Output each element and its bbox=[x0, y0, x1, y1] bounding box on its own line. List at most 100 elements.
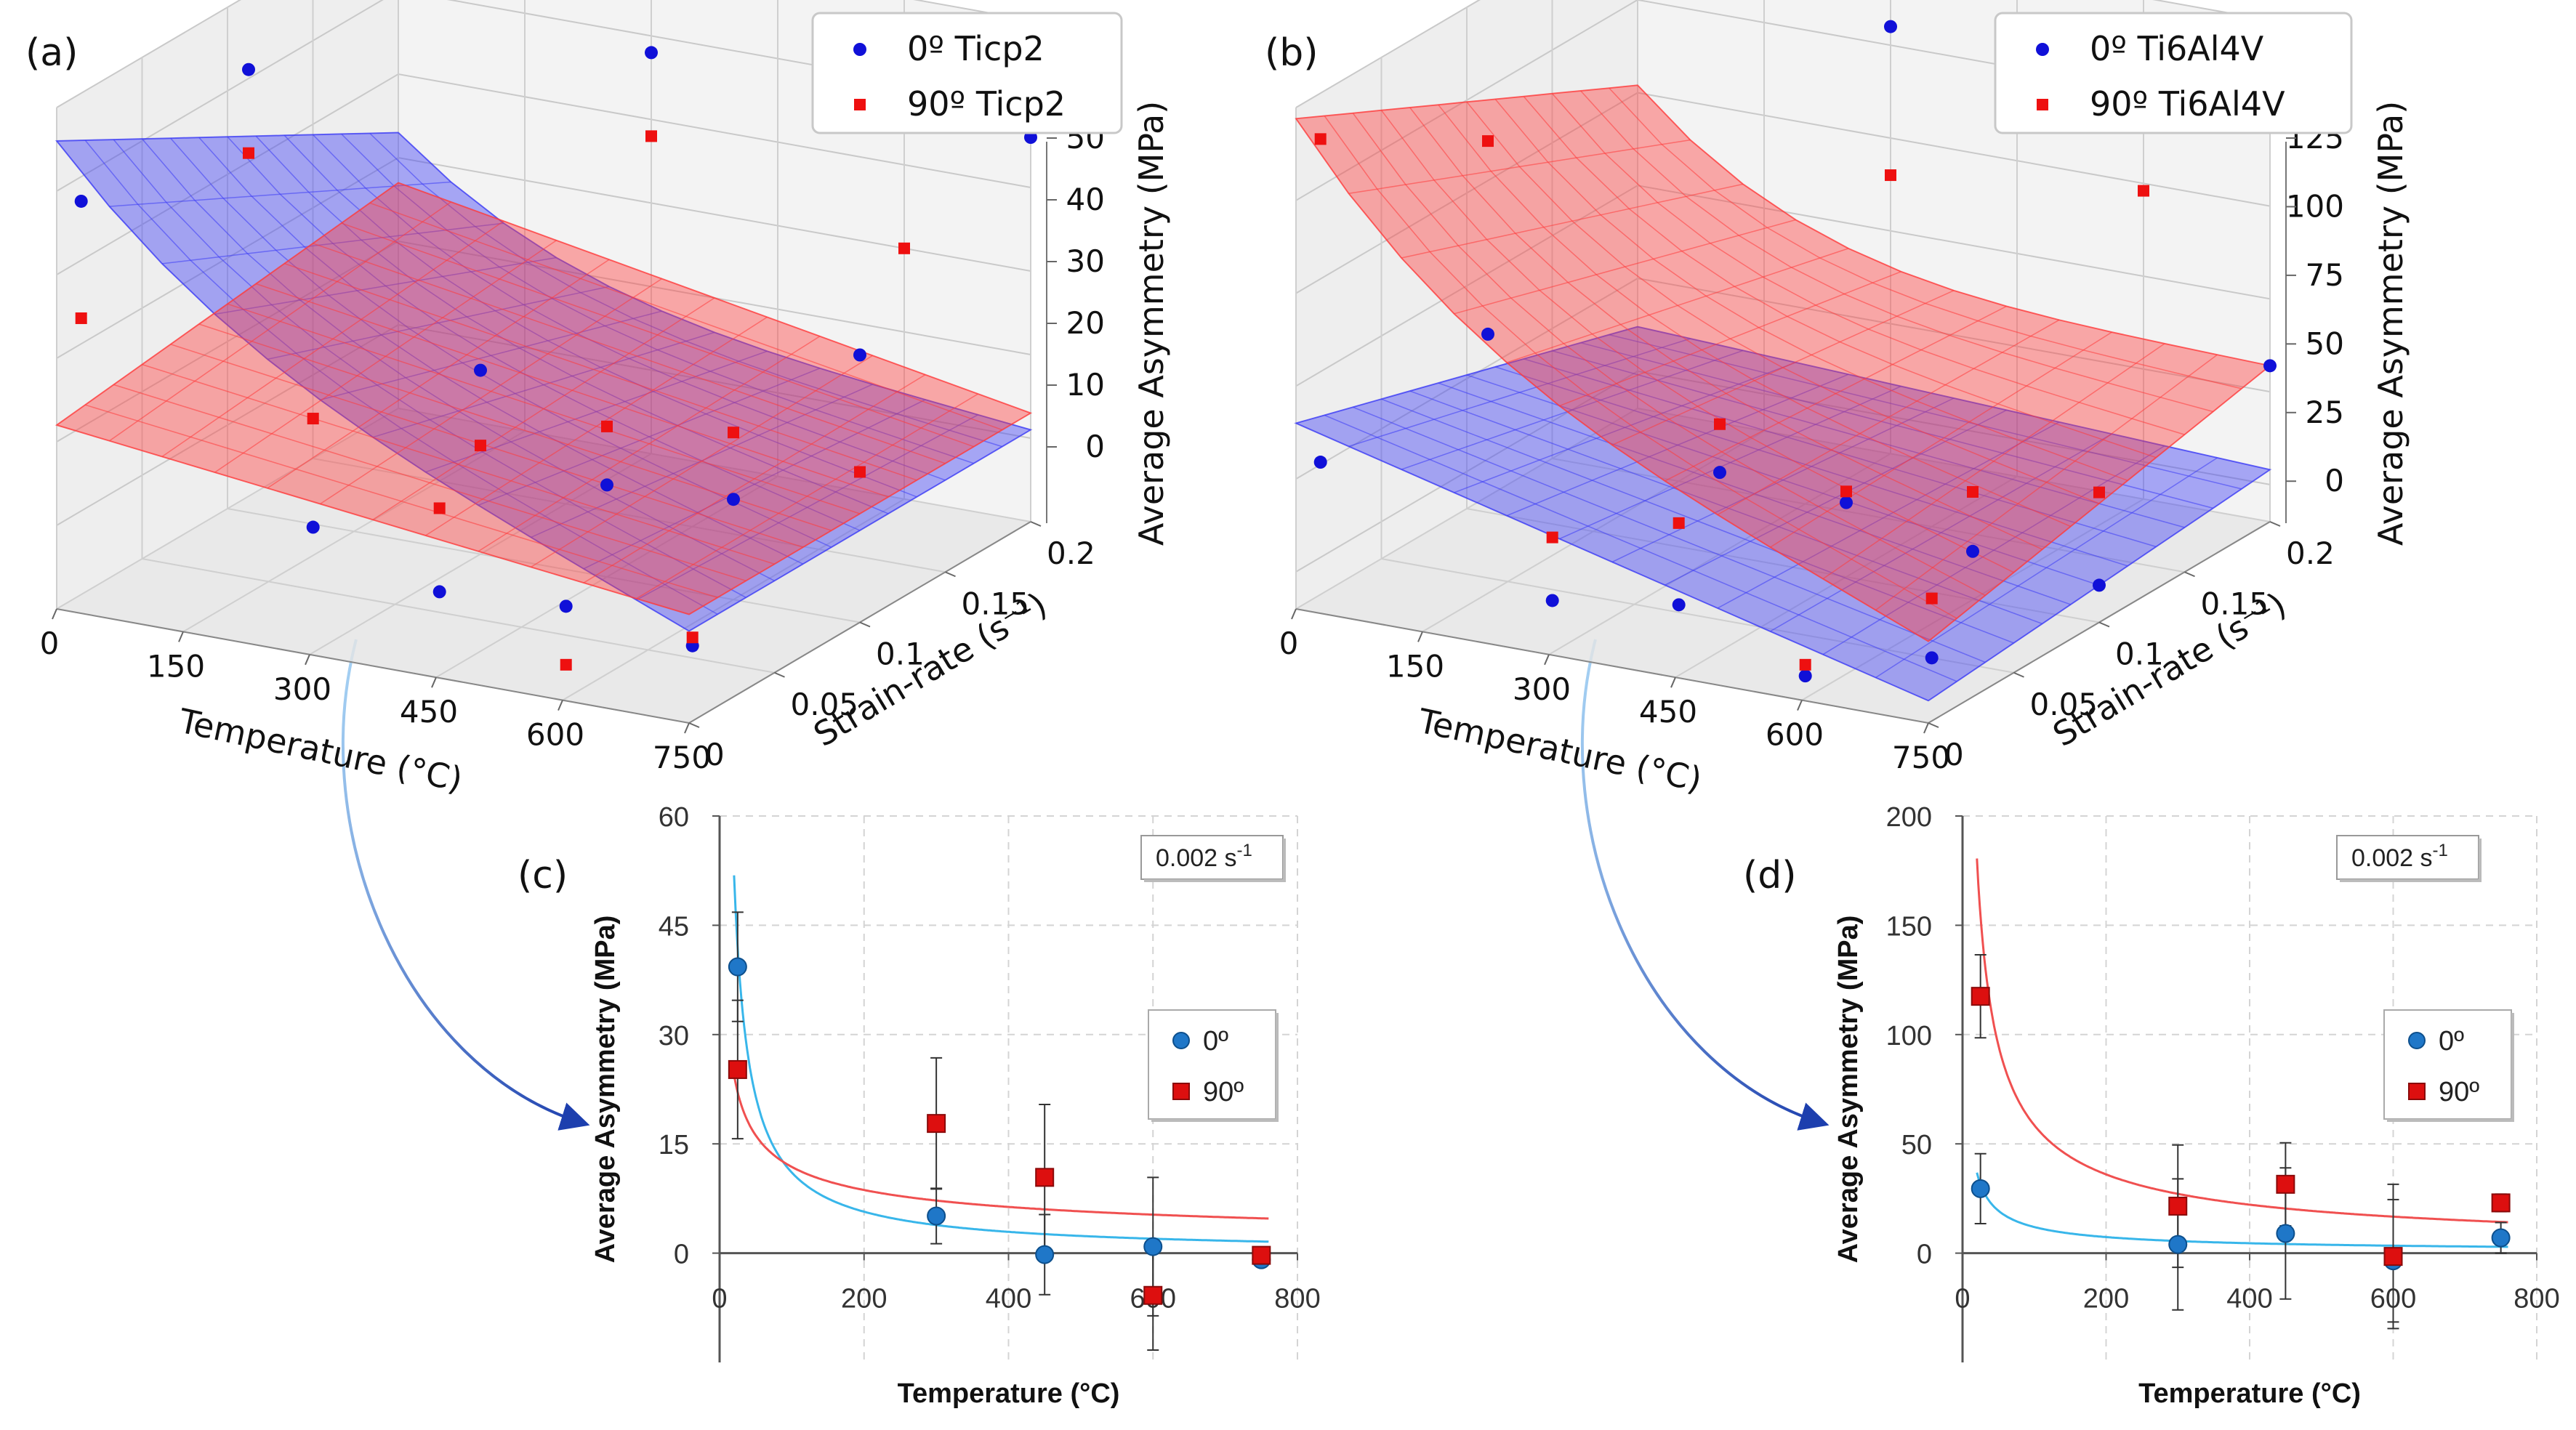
x-tick-mark bbox=[1417, 631, 1423, 642]
surface-90deg-meshline bbox=[1609, 87, 2242, 389]
surface-0deg-meshline bbox=[1353, 406, 1986, 663]
y-tick-mark bbox=[2013, 671, 2024, 678]
x-tick-mark bbox=[1291, 608, 1297, 620]
surface-0deg-meshline bbox=[84, 140, 718, 615]
x-tick-label: 750 bbox=[653, 740, 711, 775]
scatter-point-0deg bbox=[474, 363, 487, 377]
surface-0deg-meshline bbox=[1324, 414, 1957, 682]
x-tick-mark bbox=[684, 722, 690, 734]
chart-2d-c: 0153045600200400600800Temperature (°C)Av… bbox=[590, 802, 1321, 1409]
scatter-point-90deg bbox=[243, 147, 254, 159]
panel-label-b: (b) bbox=[1265, 31, 1319, 75]
surface-90deg-meshline bbox=[198, 323, 832, 531]
x-tick-label: 750 bbox=[1892, 740, 1950, 775]
panel-label-a: (a) bbox=[25, 31, 78, 75]
surface-0deg bbox=[1294, 326, 2272, 702]
data-point-0deg bbox=[2491, 1228, 2511, 1248]
legend-marker-90deg bbox=[854, 99, 866, 110]
data-point-90deg bbox=[2276, 1174, 2295, 1194]
scatter-point-90deg bbox=[728, 427, 739, 439]
y-tick-label: 30 bbox=[659, 1021, 689, 1051]
x-tick-label: 400 bbox=[986, 1284, 1031, 1314]
y-tick-mark bbox=[2184, 571, 2195, 578]
data-point-90deg bbox=[2491, 1193, 2511, 1213]
y-tick-label: 0.15 bbox=[962, 586, 1030, 621]
surface-90deg-meshline bbox=[113, 384, 746, 582]
data-point-90deg bbox=[1143, 1285, 1163, 1305]
data-point-0deg bbox=[2168, 1235, 2188, 1254]
legend-box bbox=[1994, 12, 2353, 134]
scatter-point-0deg bbox=[727, 493, 740, 506]
chart-3d-b: 015030045060075000.050.10.150.2025507510… bbox=[1279, 0, 2410, 799]
x-tick-label: 150 bbox=[147, 648, 205, 684]
y-tick-label: 0.1 bbox=[876, 637, 925, 672]
surface-90deg-meshline bbox=[1466, 101, 2100, 504]
legend-label: 0º bbox=[2439, 1026, 2464, 1057]
surface-90deg-meshline bbox=[1295, 118, 1929, 642]
x-tick-mark bbox=[1544, 654, 1550, 666]
z-gridline bbox=[56, 0, 1031, 108]
y-tick-label: 200 bbox=[1886, 802, 1932, 833]
fit-curve-0deg bbox=[1976, 1172, 2508, 1248]
y-gridline-floor bbox=[227, 508, 861, 623]
x-tick-mark bbox=[1670, 676, 1676, 688]
surface-90deg-meshline bbox=[1324, 116, 1957, 619]
scatter-point-90deg bbox=[1840, 485, 1852, 498]
surface-90deg-meshline bbox=[255, 283, 889, 498]
scatter-point-90deg bbox=[686, 631, 699, 644]
y-tick-mark bbox=[2269, 521, 2281, 527]
connector-arrow-b-to-d bbox=[1580, 639, 1830, 1131]
legend-marker-0deg bbox=[2036, 43, 2049, 56]
x-tick-label: 0 bbox=[40, 626, 60, 661]
surface-0deg-meshline bbox=[227, 136, 861, 531]
x-tick-mark bbox=[305, 654, 310, 666]
legend-marker-90deg bbox=[2037, 99, 2048, 110]
x-tick-label: 0 bbox=[1955, 1284, 1970, 1314]
strain-rate-annotation: 0.002 s-1 bbox=[1156, 841, 1252, 872]
surface-90deg-meshline bbox=[142, 363, 775, 565]
data-point-0deg bbox=[1143, 1237, 1163, 1256]
y-tick-mark bbox=[688, 722, 700, 728]
surface-90deg-meshline bbox=[1494, 99, 2128, 482]
scatter-point-90deg bbox=[560, 658, 572, 671]
y-gridline-floor bbox=[313, 458, 946, 573]
y-tick-mark bbox=[774, 671, 785, 678]
fit-curve-0deg bbox=[733, 875, 1269, 1243]
surface-0deg bbox=[55, 132, 1033, 632]
z-tick-label: 30 bbox=[1066, 243, 1105, 279]
x-tick-label: 600 bbox=[1766, 717, 1824, 753]
surface-90deg-meshline bbox=[398, 182, 1031, 414]
surface-0deg-meshline bbox=[1524, 358, 2157, 548]
scatter-point-0deg bbox=[559, 599, 573, 613]
z-axis-title: Average Asymmetry (MPa) bbox=[2371, 101, 2410, 546]
annotation-shadow bbox=[2340, 879, 2482, 882]
surface-90deg-meshline bbox=[1438, 104, 2072, 528]
scatter-point-0deg bbox=[600, 478, 613, 492]
surface-0deg-meshline bbox=[113, 139, 746, 598]
data-point-90deg bbox=[2383, 1247, 2403, 1267]
surface-0deg-meshline bbox=[283, 134, 917, 498]
z-tick-label: 0 bbox=[1085, 429, 1105, 464]
scatter-point-0deg bbox=[1545, 594, 1559, 607]
x-tick-label: 150 bbox=[1386, 648, 1444, 684]
y-tick-mark bbox=[945, 571, 956, 578]
scatter-point-90deg bbox=[1673, 517, 1685, 529]
surface-0deg-meshline bbox=[141, 138, 775, 581]
y-tick-label: 0 bbox=[1917, 1240, 1932, 1270]
legend-shadow bbox=[2387, 1119, 2514, 1122]
surface-90deg-meshline bbox=[1409, 107, 2043, 550]
scatter-point-0deg bbox=[1481, 327, 1494, 341]
scatter-point-0deg bbox=[1798, 669, 1812, 683]
strain-rate-annotation: 0.002 s-1 bbox=[2351, 841, 2448, 872]
scatter-point-0deg bbox=[853, 348, 866, 362]
data-point-0deg bbox=[2276, 1224, 2295, 1243]
x-tick-label: 450 bbox=[1639, 694, 1697, 730]
x-tick-label: 450 bbox=[400, 694, 458, 730]
data-point-0deg bbox=[728, 957, 747, 977]
legend-marker-90deg bbox=[1172, 1083, 1190, 1100]
legend-label: 90º bbox=[2439, 1077, 2479, 1107]
x-tick-label: 200 bbox=[841, 1284, 887, 1314]
legend-marker-90deg bbox=[2408, 1083, 2426, 1100]
scatter-point-90deg bbox=[475, 440, 486, 452]
x-tick-label: 200 bbox=[2083, 1284, 2129, 1314]
